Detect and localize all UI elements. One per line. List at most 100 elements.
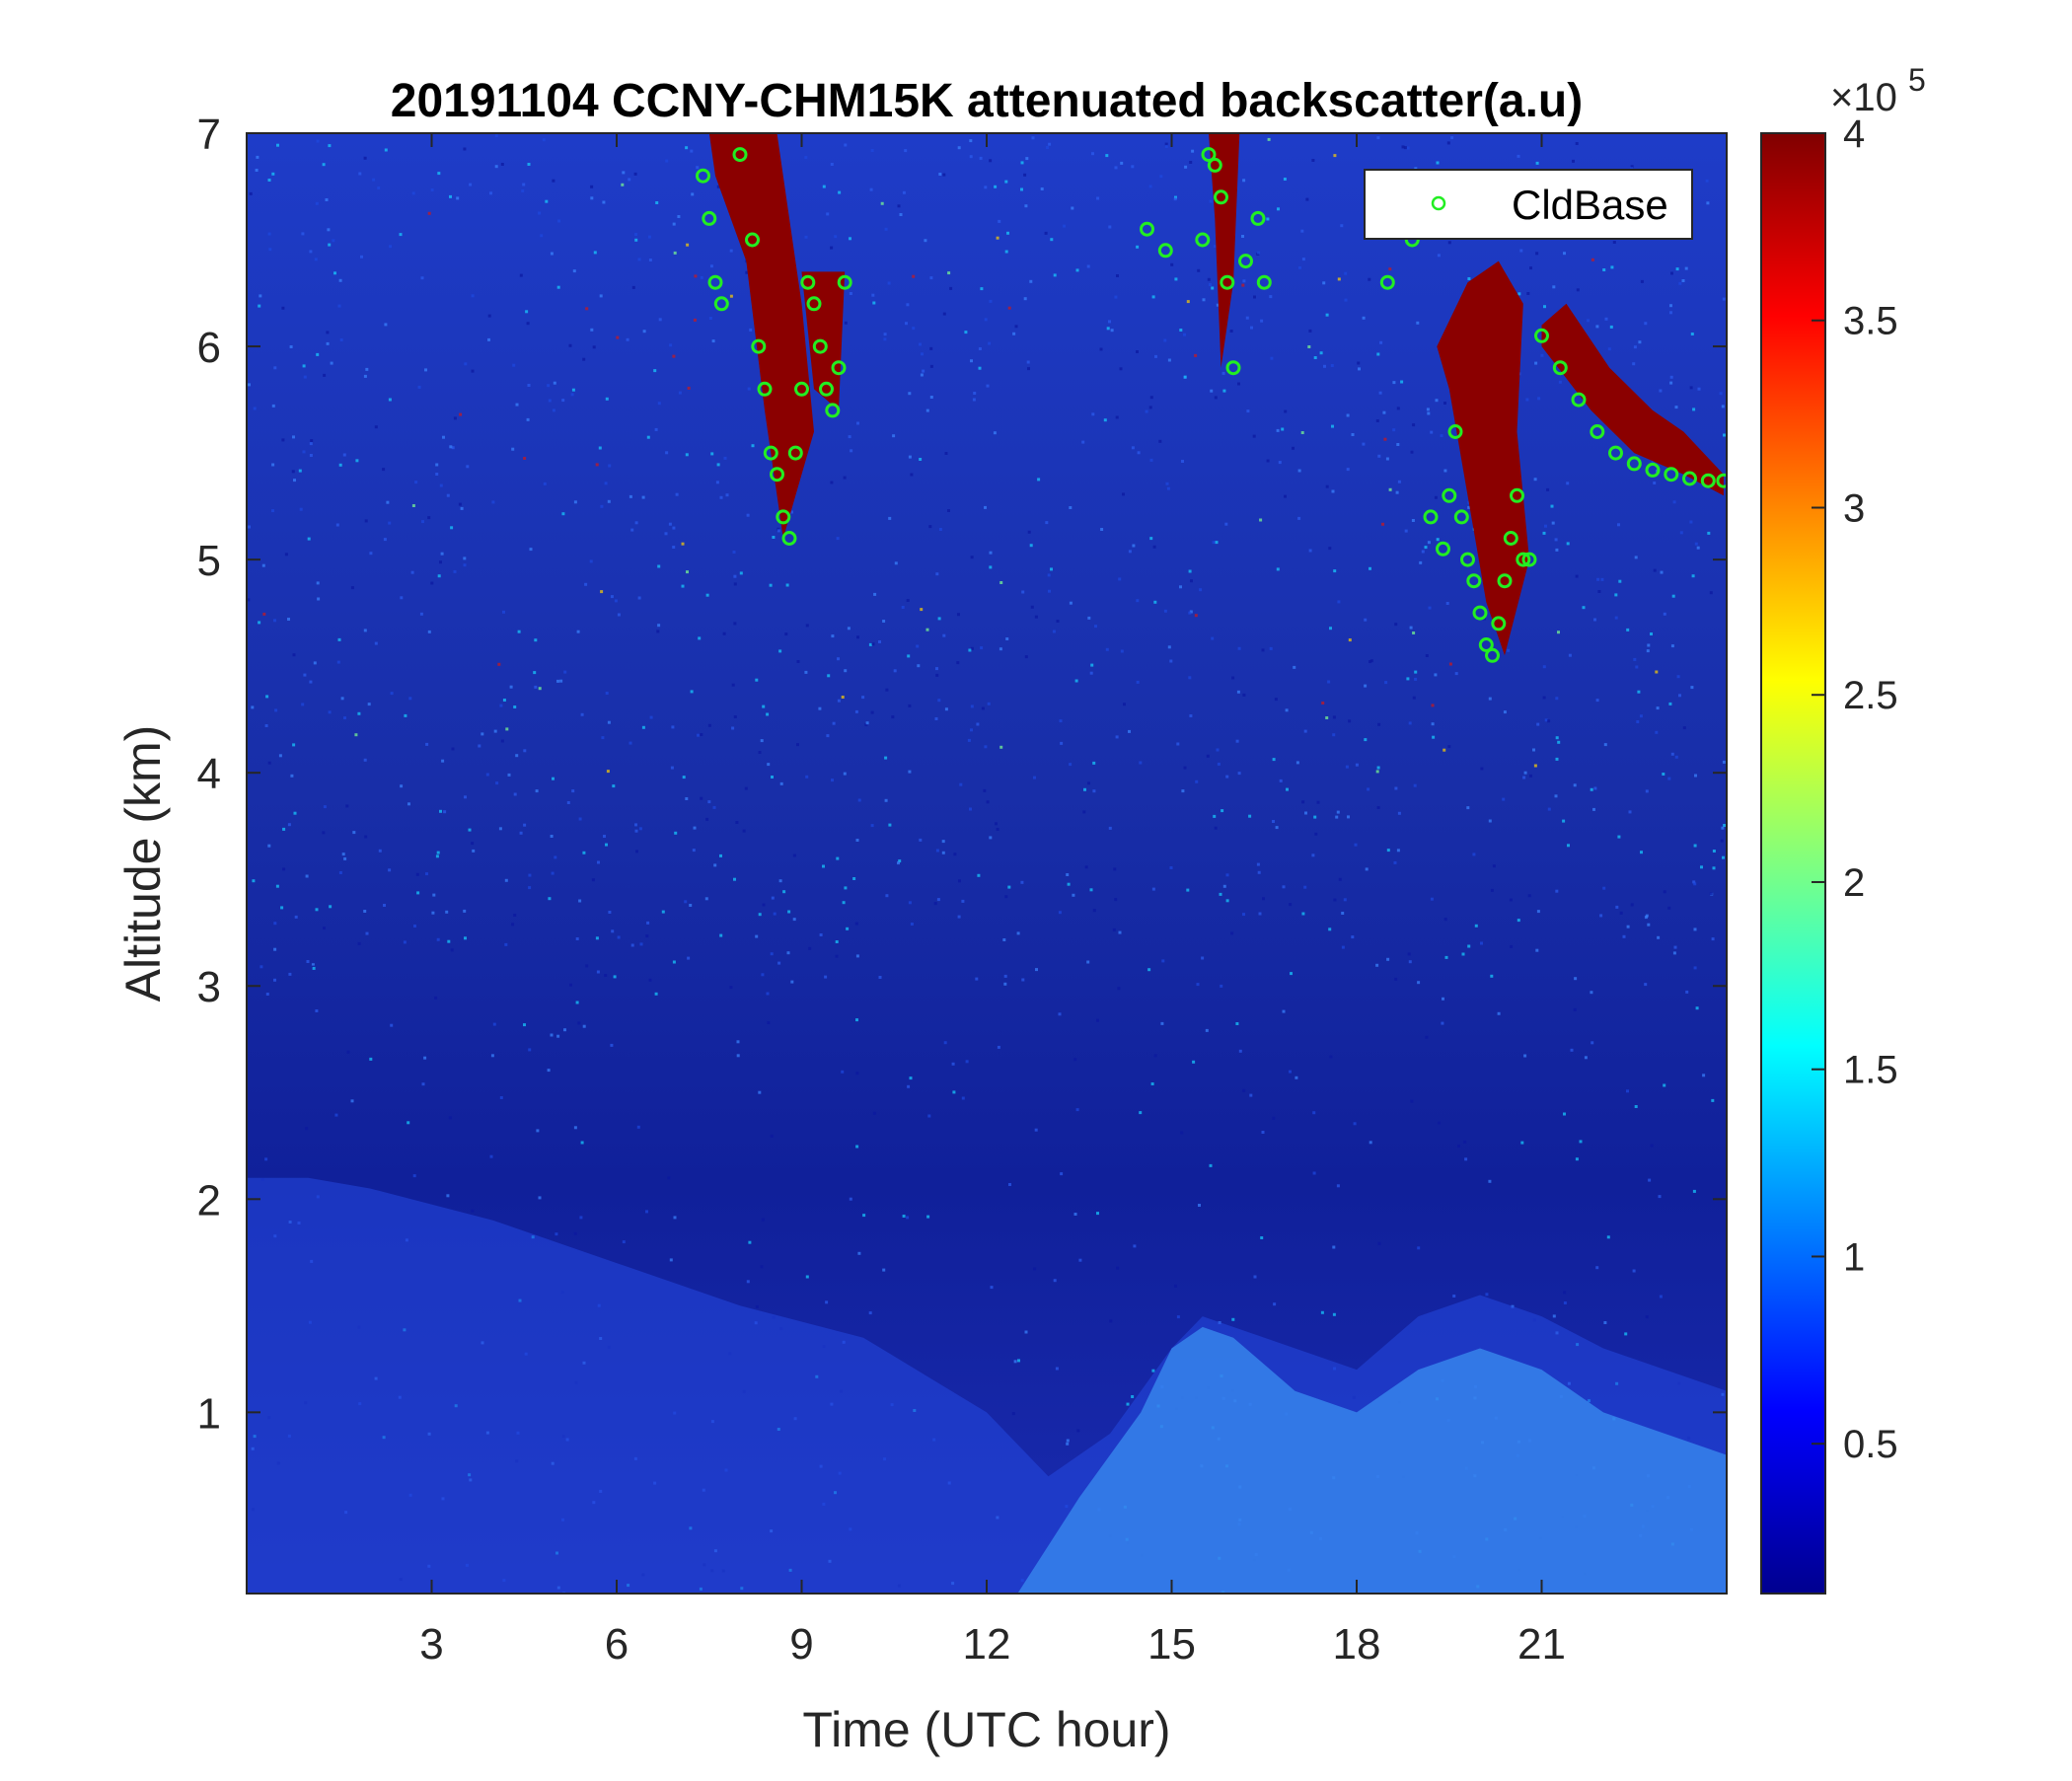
noise-speckle — [1377, 722, 1381, 726]
noise-speckle — [735, 821, 739, 824]
noise-speckle — [631, 285, 635, 289]
noise-speckle — [1681, 279, 1685, 282]
noise-speckle — [1425, 654, 1429, 657]
noise-speckle — [271, 404, 275, 408]
noise-speckle — [673, 1216, 677, 1220]
noise-speckle — [552, 179, 555, 183]
noise-speckle — [550, 835, 554, 838]
noise-speckle — [338, 278, 342, 282]
noise-speckle — [1289, 903, 1293, 907]
noise-speckle — [499, 704, 503, 707]
noise-speckle — [989, 299, 993, 303]
noise-speckle — [1593, 618, 1596, 622]
noise-speckle — [694, 274, 698, 278]
noise-speckle — [634, 521, 638, 525]
noise-speckle — [880, 201, 884, 205]
noise-speckle — [700, 796, 703, 800]
noise-speckle — [408, 697, 412, 701]
noise-speckle — [1027, 530, 1031, 534]
noise-speckle — [328, 144, 332, 148]
noise-speckle — [1624, 1332, 1628, 1336]
noise-speckle — [513, 705, 517, 708]
noise-speckle — [1672, 500, 1676, 504]
noise-speckle — [988, 341, 992, 345]
noise-speckle — [637, 596, 641, 600]
noise-speckle — [601, 736, 605, 740]
noise-speckle — [1292, 446, 1295, 450]
noise-speckle — [1114, 166, 1118, 170]
noise-speckle — [1674, 406, 1678, 409]
colorbar-tick-label: 3 — [1843, 486, 1865, 530]
noise-speckle — [929, 346, 933, 350]
noise-speckle — [1365, 867, 1369, 871]
noise-speckle — [463, 563, 467, 567]
noise-speckle — [1153, 1054, 1157, 1058]
noise-speckle — [1333, 154, 1337, 158]
cloud-base-point — [1250, 210, 1266, 226]
noise-speckle — [1689, 386, 1693, 390]
noise-speckle — [952, 1090, 956, 1094]
noise-speckle — [345, 804, 349, 808]
noise-speckle — [301, 232, 305, 236]
noise-speckle — [912, 274, 916, 278]
noise-speckle — [917, 664, 921, 668]
noise-speckle — [316, 139, 320, 143]
noise-speckle — [1149, 458, 1153, 462]
noise-speckle — [690, 149, 694, 153]
noise-speckle — [302, 450, 306, 454]
noise-speckle — [986, 384, 990, 388]
noise-speckle — [1272, 1116, 1276, 1120]
noise-speckle — [907, 1084, 911, 1088]
noise-speckle — [1657, 935, 1661, 939]
noise-speckle — [1086, 264, 1090, 268]
noise-speckle — [1412, 423, 1416, 427]
noise-speckle — [434, 996, 438, 1000]
noise-speckle — [1066, 1442, 1070, 1446]
noise-speckle — [605, 397, 609, 401]
noise-speckle — [598, 446, 602, 450]
noise-speckle — [1024, 1330, 1028, 1334]
noise-speckle — [645, 934, 649, 938]
noise-speckle — [621, 183, 625, 186]
noise-speckle — [999, 745, 1003, 749]
noise-speckle — [961, 899, 965, 903]
noise-speckle — [1319, 351, 1323, 355]
noise-speckle — [1091, 412, 1095, 416]
cloud-base-point — [751, 338, 767, 354]
noise-speckle — [907, 654, 911, 658]
noise-speckle — [1189, 161, 1193, 164]
noise-speckle — [1066, 1439, 1070, 1443]
noise-speckle — [967, 738, 971, 742]
noise-speckle — [1669, 381, 1673, 385]
noise-speckle — [1152, 545, 1156, 549]
noise-speckle — [936, 898, 940, 902]
noise-speckle — [693, 826, 697, 830]
noise-speckle — [1719, 392, 1723, 396]
noise-speckle — [533, 671, 537, 675]
noise-speckle — [1159, 175, 1163, 179]
x-axis: 3 6 9 12 15 18 21 — [419, 133, 1566, 1669]
noise-speckle — [322, 163, 326, 167]
noise-speckle — [1183, 375, 1187, 379]
noise-speckle — [1278, 461, 1282, 465]
cloud-patch — [1437, 260, 1529, 656]
noise-speckle — [1721, 405, 1725, 408]
noise-speckle — [719, 495, 723, 499]
noise-speckle — [309, 680, 313, 684]
noise-speckle — [646, 921, 650, 925]
noise-speckle — [1376, 806, 1380, 809]
noise-speckle — [681, 542, 685, 546]
noise-speckle — [425, 872, 428, 876]
noise-speckle — [843, 772, 847, 776]
cloud-base-point — [1238, 254, 1253, 269]
noise-speckle — [527, 384, 531, 387]
noise-speckle — [1084, 865, 1088, 869]
noise-speckle — [1120, 649, 1124, 653]
noise-speckle — [407, 802, 410, 806]
noise-speckle — [852, 877, 856, 880]
noise-speckle — [925, 628, 929, 631]
noise-speckle — [697, 733, 700, 737]
noise-speckle — [856, 421, 859, 425]
noise-speckle — [700, 733, 703, 736]
noise-speckle — [1709, 591, 1713, 595]
